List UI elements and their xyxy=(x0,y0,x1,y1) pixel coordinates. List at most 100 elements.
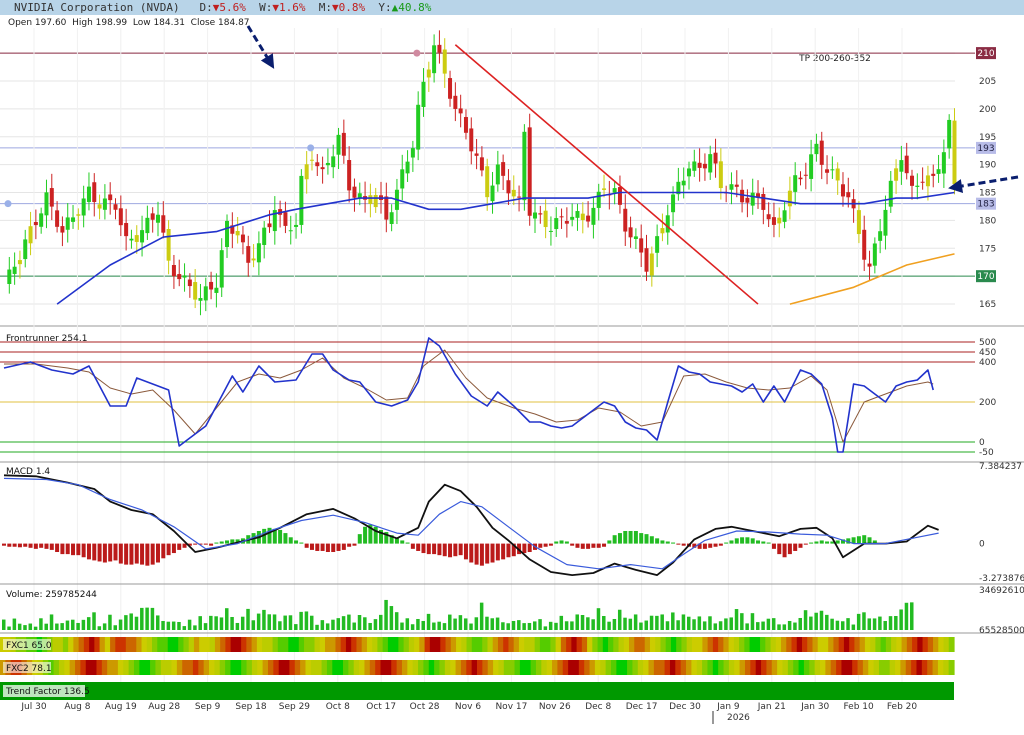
anchor-marker xyxy=(413,49,421,57)
heat-strip-cell xyxy=(340,637,347,652)
heat-strip-cell xyxy=(669,660,676,675)
heat-strip-cell xyxy=(584,660,591,675)
volume-bar xyxy=(325,623,330,630)
frontrunner-slow-line xyxy=(4,349,934,443)
candle-body xyxy=(246,246,251,263)
heat-strip-cell xyxy=(937,660,944,675)
macd-histogram-bar xyxy=(713,543,718,547)
volume-bar xyxy=(39,618,43,630)
heat-strip-cell xyxy=(597,637,604,652)
candle-body xyxy=(357,193,362,199)
heat-strip-cell xyxy=(429,637,436,652)
heat-strip-cell xyxy=(487,660,494,675)
candle-body xyxy=(65,217,70,230)
volume-bar xyxy=(155,615,160,630)
heat-strip-cell xyxy=(849,637,856,652)
candle-body xyxy=(171,265,176,277)
volume-bar xyxy=(108,614,112,630)
candle-body xyxy=(936,169,941,174)
macd-histogram-bar xyxy=(225,540,230,544)
candle-body xyxy=(819,140,824,165)
candle-body xyxy=(86,186,91,202)
macd-histogram-bar xyxy=(150,543,155,565)
heat-strip-cell xyxy=(836,660,843,675)
heat-strip-cell xyxy=(916,660,923,675)
heat-strip-cell xyxy=(251,660,258,675)
heat-strip-cell xyxy=(428,660,435,675)
macd-histogram-bar xyxy=(697,543,702,549)
heat-strip-cell xyxy=(466,660,473,675)
heat-strip-cell xyxy=(267,637,274,652)
volume-bar xyxy=(517,620,521,630)
heat-strip-cell xyxy=(576,637,583,652)
heat-strip-cell xyxy=(602,637,609,652)
candle-body xyxy=(522,131,527,201)
heat-strip-cell xyxy=(393,637,399,652)
volume-bar xyxy=(341,616,346,630)
volume-bar xyxy=(198,616,202,630)
volume-bar xyxy=(846,618,850,630)
candle-body xyxy=(400,169,405,189)
volume-bar xyxy=(899,609,903,630)
heat-strip-cell xyxy=(702,637,709,652)
volume-bar xyxy=(113,625,118,630)
macd-histogram-bar xyxy=(60,543,65,555)
volume-bar xyxy=(304,611,309,630)
macd-histogram-bar xyxy=(124,543,129,565)
heat-strip-cell xyxy=(906,637,913,652)
macd-histogram-bar xyxy=(840,539,845,544)
heat-strip-cell xyxy=(284,660,291,675)
candle-body xyxy=(697,162,702,168)
volume-bar xyxy=(533,621,537,630)
heat-strip-cell xyxy=(69,660,76,675)
macd-histogram-bar xyxy=(671,542,676,544)
date-tick-label: Sep 18 xyxy=(235,702,267,712)
macd-histogram-bar xyxy=(410,543,415,549)
candle-body xyxy=(692,161,697,171)
candle-body xyxy=(501,162,506,176)
heat-strip-label-bg xyxy=(3,662,51,673)
candle-body xyxy=(602,188,607,190)
macd-histogram-bar xyxy=(320,543,325,551)
heat-strip-cell xyxy=(545,637,551,652)
heat-strip-cell xyxy=(833,637,840,652)
heat-strip-cell xyxy=(128,660,135,675)
macd-histogram-bar xyxy=(485,543,490,564)
date-tick-label: Oct 8 xyxy=(326,702,350,712)
heat-strip-cell xyxy=(846,660,853,675)
candle-body xyxy=(506,180,511,194)
frontrunner-tick-label: 0 xyxy=(979,438,985,448)
heat-strip-cell xyxy=(199,637,206,652)
heat-strip-cell xyxy=(664,660,671,675)
heat-strip-cell xyxy=(820,660,826,675)
macd-histogram-bar xyxy=(129,543,134,565)
heat-strip-cell xyxy=(52,637,59,652)
macd-histogram-bar xyxy=(708,543,713,548)
candle-body xyxy=(803,174,808,176)
macd-histogram-bar xyxy=(28,543,33,548)
volume-bar xyxy=(161,620,165,630)
macd-histogram-bar xyxy=(846,538,851,544)
heat-strip-cell xyxy=(691,660,698,675)
heat-strip-cell xyxy=(814,660,821,675)
heat-strip-cell xyxy=(852,660,859,675)
heat-strip-cell xyxy=(754,637,761,652)
heat-strip-cell xyxy=(503,637,510,652)
heat-strip-cell xyxy=(503,660,510,675)
candle-body xyxy=(134,235,139,242)
heat-strip-cell xyxy=(623,637,630,652)
heat-strip-cell xyxy=(369,660,376,675)
macd-histogram-bar xyxy=(644,534,649,544)
heat-strip-cell xyxy=(637,660,644,675)
candle-body xyxy=(108,194,113,201)
heat-strip-cell xyxy=(187,660,194,675)
heat-strip-cell xyxy=(592,637,599,652)
volume-bar xyxy=(761,621,765,630)
volume-tick-label: 65528500 xyxy=(979,626,1024,636)
heat-strip-cell xyxy=(435,637,441,652)
macd-histogram-bar xyxy=(426,543,431,555)
heat-strip-cell xyxy=(921,660,928,675)
volume-bar xyxy=(379,614,383,630)
macd-histogram-bar xyxy=(734,538,739,544)
